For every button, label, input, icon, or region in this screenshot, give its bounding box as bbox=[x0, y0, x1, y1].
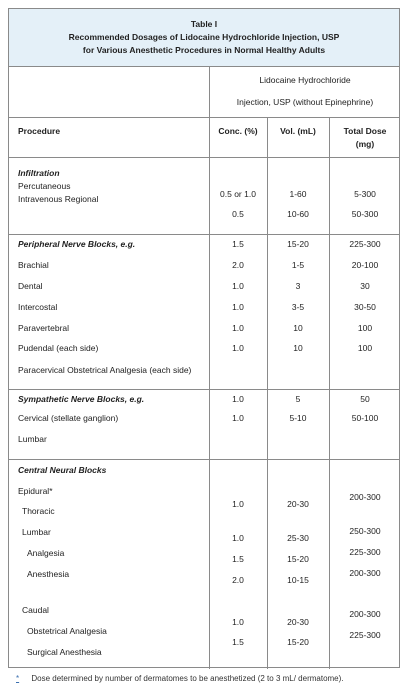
conc-value: 1.5 bbox=[232, 637, 244, 647]
header-total-dose-unit: (mg) bbox=[355, 139, 375, 149]
procedure-label: Brachial bbox=[18, 260, 49, 270]
conc-value: 2.0 bbox=[232, 260, 244, 270]
procedure-label: Lumbar bbox=[22, 527, 51, 537]
dose-value: 50-100 bbox=[351, 413, 379, 423]
vol-value: 20-30 bbox=[287, 617, 309, 627]
dose-value: 30 bbox=[360, 281, 370, 291]
conc-value: 1.0 bbox=[232, 394, 244, 404]
footnote-text: Dose determined by number of dermatomes … bbox=[31, 674, 344, 683]
dose-value: 225-300 bbox=[349, 630, 381, 640]
dose-value: 5-300 bbox=[354, 189, 376, 199]
section-heading-peripheral: Peripheral Nerve Blocks, e.g. bbox=[18, 239, 136, 249]
rule-after-infiltration bbox=[9, 234, 399, 235]
conc-value: 1.0 bbox=[232, 413, 244, 423]
header-total-dose: Total Dose bbox=[343, 126, 387, 136]
procedure-label: Lumbar bbox=[18, 434, 47, 444]
header-conc: Conc. (%) bbox=[218, 126, 258, 136]
procedure-label: Surgical Anesthesia bbox=[27, 647, 102, 657]
section-heading-infiltration: Infiltration bbox=[18, 168, 60, 178]
rule-col-1 bbox=[209, 66, 210, 669]
rule-under-column-header bbox=[9, 157, 399, 158]
dose-value: 225-300 bbox=[349, 239, 381, 249]
vol-value: 5 bbox=[295, 394, 301, 404]
dose-value: 200-300 bbox=[349, 609, 381, 619]
conc-value: 1.0 bbox=[232, 281, 244, 291]
dose-value: 200-300 bbox=[349, 568, 381, 578]
vol-value: 25-30 bbox=[287, 533, 309, 543]
dose-value: 200-300 bbox=[349, 492, 381, 502]
vol-value: 10-60 bbox=[287, 209, 309, 219]
procedure-label: Intercostal bbox=[18, 302, 58, 312]
procedure-label: Obstetrical Analgesia bbox=[27, 626, 107, 636]
conc-value: 1.5 bbox=[232, 239, 244, 249]
header-vol: Vol. (mL) bbox=[280, 126, 316, 136]
procedure-label: Cervical (stellate ganglion) bbox=[18, 413, 119, 423]
conc-value: 2.0 bbox=[232, 575, 244, 585]
conc-value: 1.5 bbox=[232, 554, 244, 564]
procedure-label: Anesthesia bbox=[27, 569, 70, 579]
vol-value: 5-10 bbox=[289, 413, 307, 423]
procedure-label: Pudendal (each side) bbox=[18, 343, 99, 353]
vol-value: 15-20 bbox=[287, 637, 309, 647]
group-header-line1: Lidocaine Hydrochloride bbox=[259, 75, 351, 85]
conc-value: 1.0 bbox=[232, 302, 244, 312]
group-header-line2: Injection, USP (without Epinephrine) bbox=[236, 97, 374, 107]
conc-value: 0.5 bbox=[232, 209, 244, 219]
vol-value: 15-20 bbox=[287, 554, 309, 564]
vol-value: 15-20 bbox=[287, 239, 309, 249]
dose-value: 50-300 bbox=[351, 209, 379, 219]
rule-col-3 bbox=[329, 117, 330, 669]
dose-value: 50 bbox=[360, 394, 370, 404]
rule-under-group-header bbox=[9, 117, 399, 118]
rule-col-2 bbox=[267, 117, 268, 669]
vol-value: 10 bbox=[293, 323, 303, 333]
vol-value: 20-30 bbox=[287, 499, 309, 509]
procedure-label: Intravenous Regional bbox=[18, 194, 99, 204]
procedure-label-epidural: Epidural* bbox=[18, 486, 53, 496]
dosage-table: Table I Recommended Dosages of Lidocaine… bbox=[8, 8, 400, 669]
procedure-label: Paravertebral bbox=[18, 323, 70, 333]
footnote-link[interactable]: * bbox=[16, 674, 20, 683]
vol-value: 10 bbox=[293, 343, 303, 353]
vol-value: 3-5 bbox=[291, 302, 305, 312]
conc-value: 1.0 bbox=[232, 343, 244, 353]
conc-value: 1.0 bbox=[232, 533, 244, 543]
table-subtitle: for Various Anesthetic Procedures in Nor… bbox=[82, 45, 326, 55]
vol-value: 1-5 bbox=[291, 260, 305, 270]
footnote-marker: * bbox=[49, 486, 53, 496]
procedure-label: Paracervical Obstetrical Analgesia (each… bbox=[18, 365, 192, 375]
rule-after-sympathetic bbox=[9, 459, 399, 460]
rule-after-peripheral bbox=[9, 389, 399, 390]
table-label: Table I bbox=[190, 19, 218, 29]
section-heading-sympathetic: Sympathetic Nerve Blocks, e.g. bbox=[18, 394, 145, 404]
procedure-label: Analgesia bbox=[27, 548, 65, 558]
vol-value: 10-15 bbox=[287, 575, 309, 585]
procedure-label: Caudal bbox=[22, 605, 49, 615]
vol-value: 3 bbox=[295, 281, 301, 291]
conc-value: 1.0 bbox=[232, 499, 244, 509]
conc-value: 1.0 bbox=[232, 617, 244, 627]
dose-value: 100 bbox=[357, 343, 373, 353]
conc-value: 1.0 bbox=[232, 323, 244, 333]
dose-value: 100 bbox=[357, 323, 373, 333]
table-caption-background bbox=[9, 9, 399, 66]
table-footnote: * Dose determined by number of dermatome… bbox=[16, 674, 344, 683]
conc-value: 0.5 or 1.0 bbox=[220, 189, 256, 199]
procedure-label: Percutaneous bbox=[18, 181, 71, 191]
table-title: Recommended Dosages of Lidocaine Hydroch… bbox=[68, 32, 340, 42]
dose-value: 250-300 bbox=[349, 526, 381, 536]
dose-value: 30-50 bbox=[354, 302, 376, 312]
rule-under-title bbox=[9, 66, 399, 67]
procedure-label: Thoracic bbox=[22, 506, 55, 516]
section-heading-central: Central Neural Blocks bbox=[18, 465, 107, 475]
dose-value: 225-300 bbox=[349, 547, 381, 557]
vol-value: 1-60 bbox=[289, 189, 307, 199]
header-procedure: Procedure bbox=[18, 126, 61, 136]
dose-value: 20-100 bbox=[351, 260, 379, 270]
procedure-label: Dental bbox=[18, 281, 43, 291]
